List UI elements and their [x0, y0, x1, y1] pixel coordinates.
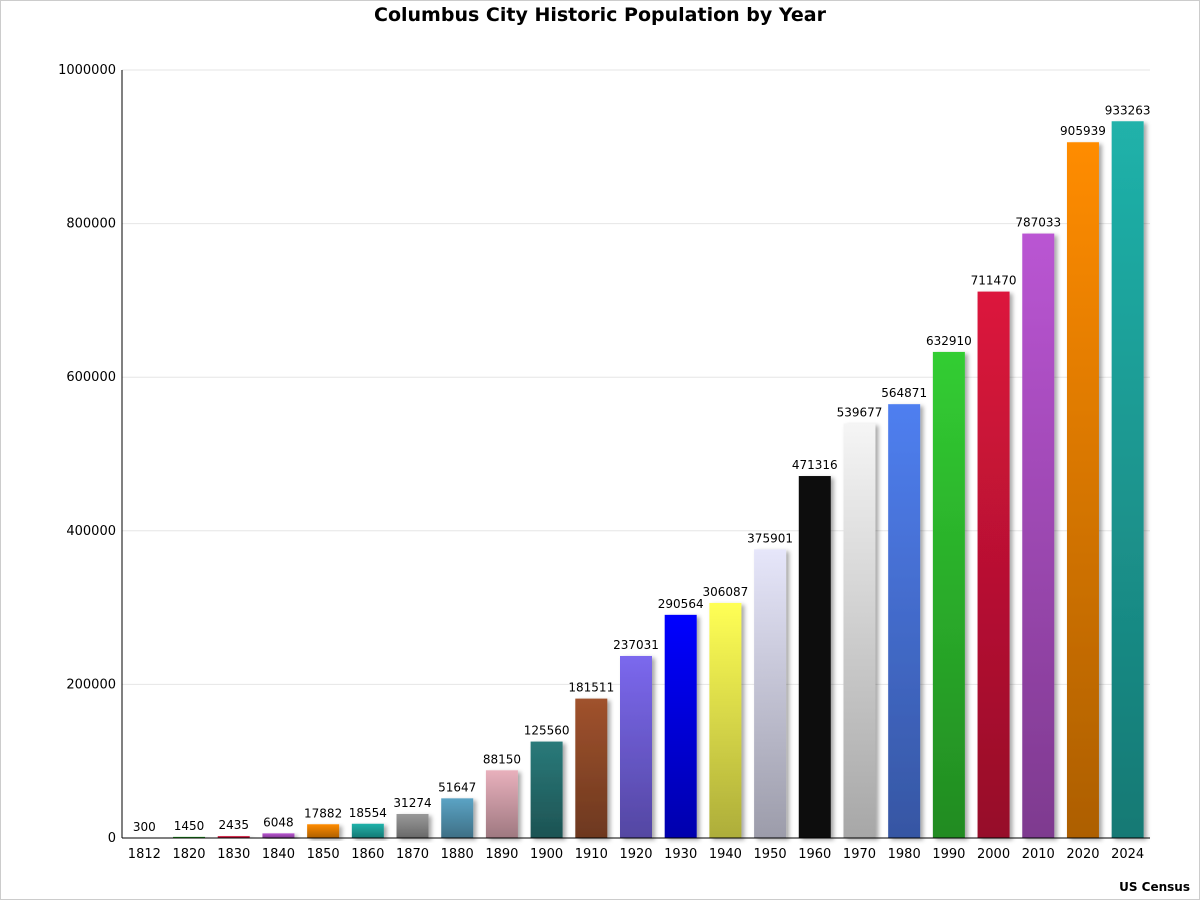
- bar-1950: [754, 549, 787, 838]
- data-label: 290564: [658, 597, 704, 611]
- data-label: 539677: [837, 406, 883, 420]
- bar-1860: [351, 823, 384, 838]
- axes: 0 200000 400000 600000 800000 1000000 300 1812 1…: [58, 63, 1150, 862]
- x-tick-label: 2020: [1066, 847, 1099, 862]
- bar-1990: [932, 351, 965, 838]
- data-label: 18554: [349, 806, 387, 820]
- bar-1970: [843, 423, 876, 838]
- bar-2000: [977, 291, 1010, 838]
- data-label: 181511: [568, 681, 614, 695]
- data-label: 31274: [393, 796, 431, 810]
- bar-1960: [798, 476, 831, 838]
- bar-1940: [709, 602, 742, 838]
- data-label: 787033: [1015, 216, 1061, 230]
- bar-1900: [530, 741, 563, 838]
- data-label: 88150: [483, 752, 521, 766]
- x-tick-label: 1840: [262, 847, 295, 862]
- data-label: 564871: [881, 386, 927, 400]
- data-label: 6048: [263, 815, 294, 829]
- bar-1920: [620, 655, 652, 838]
- source-label: US Census: [1119, 880, 1190, 894]
- data-label: 471316: [792, 458, 838, 472]
- bar-2024: [1111, 121, 1144, 838]
- x-tick-label: 1830: [217, 847, 250, 862]
- bar-1840: [262, 833, 295, 838]
- data-label: 905939: [1060, 124, 1106, 138]
- x-tick-label: 1990: [932, 847, 965, 862]
- x-tick-label: 1980: [888, 847, 921, 862]
- x-tick-label: 1900: [530, 847, 563, 862]
- x-tick-label: 2010: [1022, 847, 1055, 862]
- x-tick-label: 1820: [172, 847, 205, 862]
- chart-title: Columbus City Historic Population by Yea…: [374, 4, 826, 26]
- x-tick-label: 1960: [798, 847, 831, 862]
- x-tick-label: 2000: [977, 847, 1010, 862]
- data-label: 632910: [926, 334, 972, 348]
- x-tick-label: 1920: [619, 847, 652, 862]
- x-tick-label: 1850: [307, 847, 340, 862]
- y-tick-label: 1000000: [58, 63, 116, 78]
- bar-1820: [173, 836, 206, 838]
- y-tick-label: 600000: [66, 370, 116, 385]
- bar-1870: [396, 813, 429, 838]
- bar-1910: [575, 698, 608, 838]
- x-tick-label: 1890: [485, 847, 518, 862]
- bar-1980: [888, 404, 921, 838]
- x-tick-label: 1812: [128, 847, 161, 862]
- bar-2020: [1066, 142, 1099, 839]
- bar-1880: [441, 798, 474, 838]
- x-tick-label: 2024: [1111, 847, 1144, 862]
- data-label: 306087: [702, 585, 748, 599]
- y-tick-label: 800000: [66, 217, 116, 232]
- data-label: 125560: [524, 724, 570, 738]
- data-label: 1450: [174, 819, 205, 833]
- y-tick-label: 200000: [66, 677, 116, 692]
- data-label: 300: [133, 820, 156, 834]
- data-label: 17882: [304, 806, 342, 820]
- data-label: 51647: [438, 780, 476, 794]
- x-tick-label: 1930: [664, 847, 697, 862]
- bar-2010: [1022, 233, 1055, 838]
- bar-1850: [307, 824, 340, 838]
- data-label: 375901: [747, 531, 793, 545]
- y-tick-label: 0: [108, 831, 116, 846]
- x-tick-label: 1910: [575, 847, 608, 862]
- x-tick-label: 1970: [843, 847, 876, 862]
- x-tick-label: 1880: [441, 847, 474, 862]
- data-label: 237031: [613, 638, 659, 652]
- bar-1930: [664, 614, 697, 838]
- bars: [128, 121, 1144, 839]
- data-label: 2435: [218, 818, 249, 832]
- x-tick-label: 1940: [709, 847, 742, 862]
- x-tick-label: 1870: [396, 847, 429, 862]
- bar-1890: [485, 770, 518, 838]
- y-tick-label: 400000: [66, 524, 116, 539]
- bar-1830: [217, 836, 250, 838]
- x-tick-label: 1860: [351, 847, 384, 862]
- data-label: 933263: [1105, 103, 1151, 117]
- data-label: 711470: [971, 274, 1017, 288]
- x-tick-label: 1950: [754, 847, 787, 862]
